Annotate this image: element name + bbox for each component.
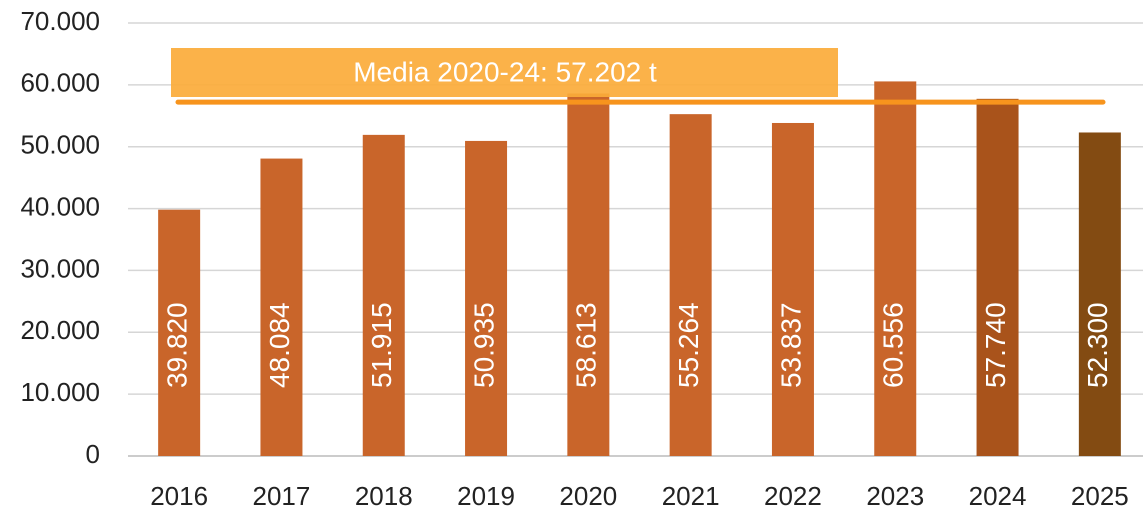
value-label: 60.556: [878, 302, 909, 388]
bar: [362, 134, 405, 456]
y-tick-label: 60.000: [20, 68, 100, 98]
bar: [874, 81, 917, 457]
value-label: 50.935: [468, 302, 499, 388]
value-label: 48.084: [264, 302, 295, 388]
bar: [1078, 132, 1121, 457]
value-label: 51.915: [366, 302, 397, 388]
y-tick-label: 20.000: [20, 315, 100, 345]
bar: [158, 209, 201, 456]
x-tick-label: 2023: [866, 481, 924, 511]
x-tick-label: 2016: [150, 481, 208, 511]
x-tick-label: 2021: [662, 481, 720, 511]
bar: [260, 158, 303, 457]
bar: [976, 98, 1019, 457]
bar: [771, 122, 814, 456]
y-tick-label: 30.000: [20, 253, 100, 283]
value-label: 58.613: [571, 302, 602, 388]
value-label: 39.820: [162, 302, 193, 388]
y-tick-label: 70.000: [20, 6, 100, 36]
annotation-box: [171, 48, 838, 97]
x-tick-label: 2024: [969, 481, 1027, 511]
value-label: 57.740: [980, 302, 1011, 388]
x-tick-label: 2022: [764, 481, 822, 511]
bar: [567, 93, 610, 456]
bar: [669, 114, 712, 457]
value-label: 53.837: [775, 302, 806, 388]
x-tick-label: 2025: [1071, 481, 1129, 511]
y-tick-label: 50.000: [20, 130, 100, 160]
x-tick-label: 2019: [457, 481, 515, 511]
value-label: 55.264: [673, 302, 704, 388]
x-tick-label: 2018: [355, 481, 413, 511]
y-tick-label: 0: [86, 439, 100, 469]
bar: [465, 140, 508, 456]
x-tick-label: 2017: [253, 481, 311, 511]
value-label: 52.300: [1082, 302, 1113, 388]
annotation-label: Media 2020-24: 57.202 t: [353, 56, 657, 87]
x-tick-label: 2020: [559, 481, 617, 511]
y-tick-label: 10.000: [20, 377, 100, 407]
y-tick-label: 40.000: [20, 191, 100, 221]
